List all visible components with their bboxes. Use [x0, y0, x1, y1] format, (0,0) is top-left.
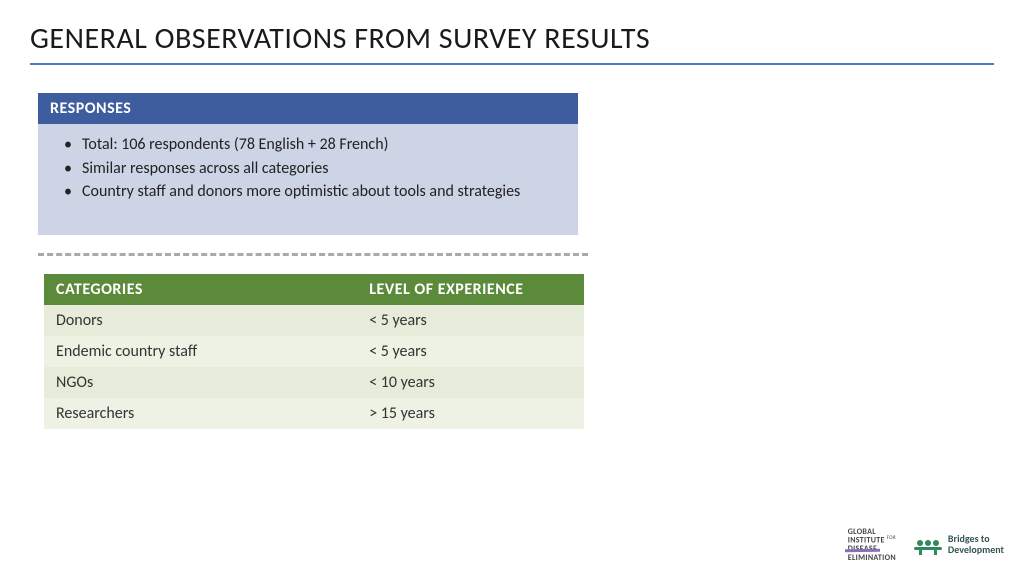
slide: GENERAL OBSERVATIONS FROM SURVEY RESULTS…	[0, 0, 1024, 429]
cell-category: Donors	[44, 305, 357, 336]
col-categories: CATEGORIES	[44, 274, 357, 305]
cell-category: Endemic country staff	[44, 336, 357, 367]
table-row: Donors < 5 years	[44, 305, 584, 336]
list-item: Country staff and donors more optimistic…	[68, 181, 564, 203]
responses-list: Total: 106 respondents (78 English + 28 …	[52, 134, 564, 203]
bridge-icon	[914, 540, 942, 550]
cell-experience: < 5 years	[357, 305, 584, 336]
list-item: Similar responses across all categories	[68, 158, 564, 180]
responses-header: RESPONSES	[38, 93, 578, 124]
cell-experience: < 10 years	[357, 367, 584, 398]
title-underline	[30, 63, 994, 65]
cell-category: Researchers	[44, 398, 357, 429]
col-experience: LEVEL OF EXPERIENCE	[357, 274, 584, 305]
categories-table: CATEGORIES LEVEL OF EXPERIENCE Donors < …	[44, 274, 584, 429]
cell-experience: > 15 years	[357, 398, 584, 429]
bridges-logo: Bridges to Development	[914, 534, 1004, 555]
table-header-row: CATEGORIES LEVEL OF EXPERIENCE	[44, 274, 584, 305]
list-item: Total: 106 respondents (78 English + 28 …	[68, 134, 564, 156]
dashed-divider	[38, 253, 588, 256]
logo2-text: Bridges to Development	[948, 534, 1004, 555]
table-row: Researchers > 15 years	[44, 398, 584, 429]
cell-experience: < 5 years	[357, 336, 584, 367]
cell-category: NGOs	[44, 367, 357, 398]
footer-logos: GLOBAL INSTITUTEFOR DISEASE ELIMINATION …	[848, 528, 1004, 562]
table-row: NGOs < 10 years	[44, 367, 584, 398]
responses-panel: RESPONSES Total: 106 respondents (78 Eng…	[38, 93, 578, 235]
responses-body: Total: 106 respondents (78 English + 28 …	[38, 124, 578, 235]
table-row: Endemic country staff < 5 years	[44, 336, 584, 367]
glide-logo: GLOBAL INSTITUTEFOR DISEASE ELIMINATION	[848, 528, 896, 562]
page-title: GENERAL OBSERVATIONS FROM SURVEY RESULTS	[30, 20, 994, 57]
logo1-line4: ELIMINATION	[848, 554, 896, 562]
